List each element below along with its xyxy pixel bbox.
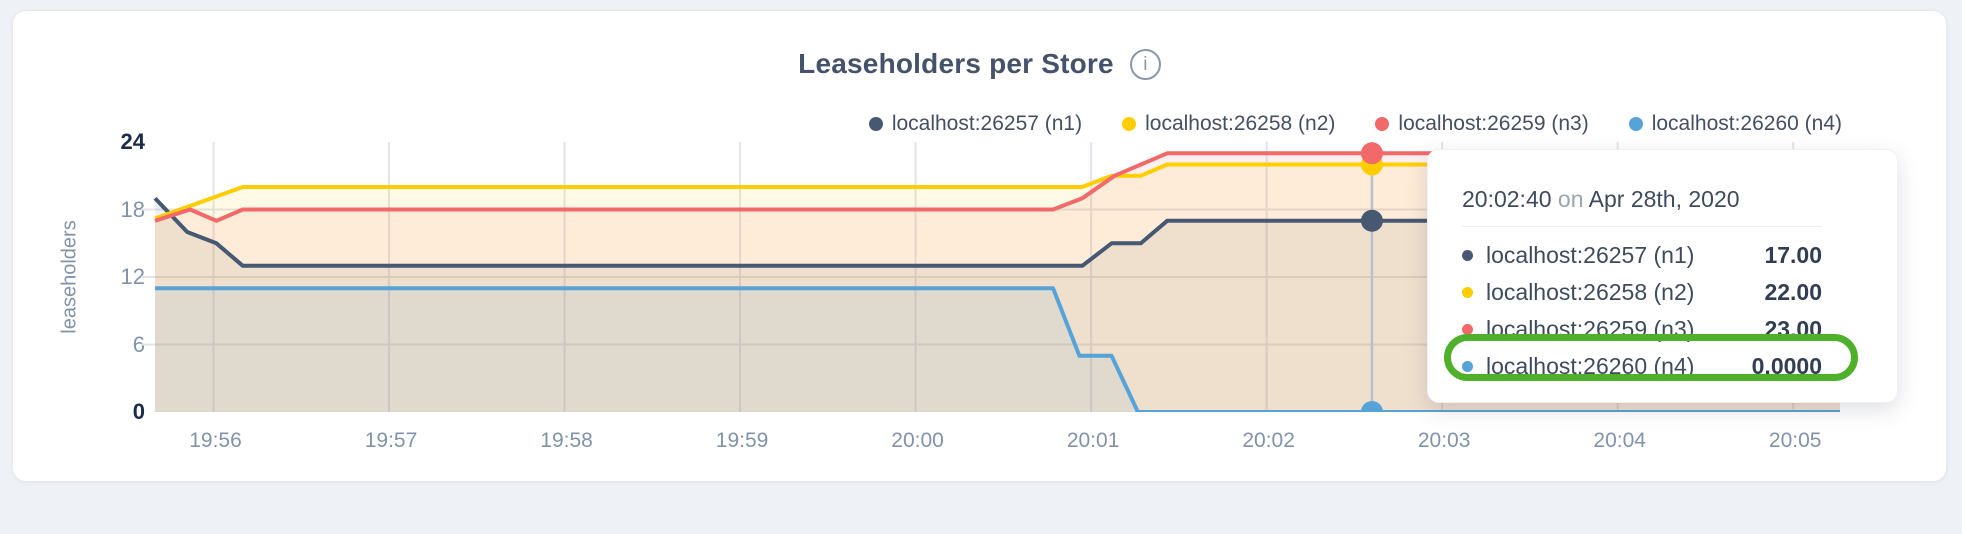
tooltip-row-label: localhost:26260 (n4) [1486,353,1695,379]
chart-title: Leaseholders per Store [798,48,1114,79]
hover-tooltip: 20:02:40 on Apr 28th, 2020 localhost:262… [1427,149,1898,403]
tooltip-row-n2: localhost:26258 (n2) 22.00 [1462,274,1822,311]
tooltip-row-label: localhost:26258 (n2) [1486,279,1695,305]
legend-item-n1[interactable]: localhost:26257 (n1) [868,112,1083,136]
x-tick-label: 20:04 [1593,429,1646,452]
series-line [154,151,1840,223]
legend-dot-icon [1122,117,1137,131]
tooltip-divider [1462,226,1822,227]
x-tick-label: 20:03 [1417,429,1471,452]
chart-card: Leaseholders per Store i localhost:26257… [12,10,1947,482]
tooltip-row-value: 22.00 [1764,279,1822,305]
legend-item-n2[interactable]: localhost:26258 (n2) [1122,112,1335,136]
tooltip-row-value: 23.00 [1764,316,1822,342]
legend-item-n3[interactable]: localhost:26259 (n3) [1375,112,1589,136]
x-tick-label: 20:05 [1768,429,1822,452]
legend-item-n4[interactable]: localhost:26260 (n4) [1628,112,1842,136]
legend-dot-icon [1628,117,1643,131]
x-tick-label: 20:00 [891,429,944,452]
legend-dot-icon [868,117,883,131]
tooltip-row-n3: localhost:26259 (n3) 23.00 [1462,311,1822,348]
tooltip-timestamp: 20:02:40 on Apr 28th, 2020 [1462,186,1740,212]
series-dot-icon [1462,250,1473,261]
hover-point-dot [1360,209,1383,232]
legend-dot-icon [1375,117,1390,131]
x-tick-label: 19:59 [715,429,769,452]
x-tick-label: 20:01 [1066,429,1120,452]
series-area [155,198,1840,412]
info-icon[interactable]: i [1129,48,1161,80]
x-axis-tick-labels: 19:56 19:57 19:58 19:59 20:00 20:01 20:02 20:03… [157,429,1842,457]
series-dot-icon [1462,324,1473,335]
tooltip-row-value: 0.0000 [1751,353,1822,379]
y-tick-label: 0 [132,399,145,424]
x-tick-label: 19:56 [189,429,242,452]
legend: localhost:26257 (n1) localhost:26258 (n2… [868,112,1842,136]
y-tick-label: 12 [120,264,145,289]
series-dot-icon [1462,361,1473,372]
tooltip-row-n4: localhost:26260 (n4) 0.0000 [1462,348,1822,385]
tooltip-row-label: localhost:26259 (n3) [1486,316,1695,342]
y-tick-label: 18 [120,196,145,222]
tooltip-row-value: 17.00 [1764,242,1822,268]
hover-point-dot [1360,142,1383,165]
x-tick-label: 19:57 [364,429,418,452]
legend-item-label: localhost:26257 (n1) [891,112,1083,135]
y-axis-tick-labels: 24 18 12 6 0 [71,129,145,424]
tooltip-row-n1: localhost:26257 (n1) 17.00 [1462,237,1822,274]
hover-point-dot [1360,401,1383,412]
series-area [155,288,1840,412]
legend-item-label: localhost:26259 (n3) [1398,112,1589,135]
x-tick-label: 19:58 [540,429,593,452]
y-tick-label: 6 [132,331,145,357]
chart-header: Leaseholders per Store i [13,47,1946,81]
y-tick-label: 24 [120,129,145,154]
plot-area[interactable] [141,142,1840,412]
series-area [155,153,1840,412]
series-line [155,286,1840,412]
series-line [153,196,1840,268]
tooltip-row-label: localhost:26257 (n1) [1486,242,1695,268]
x-tick-label: 20:02 [1242,429,1295,452]
series-dot-icon [1462,287,1473,298]
legend-item-label: localhost:26258 (n2) [1145,112,1336,135]
legend-item-label: localhost:26260 (n4) [1651,112,1842,135]
